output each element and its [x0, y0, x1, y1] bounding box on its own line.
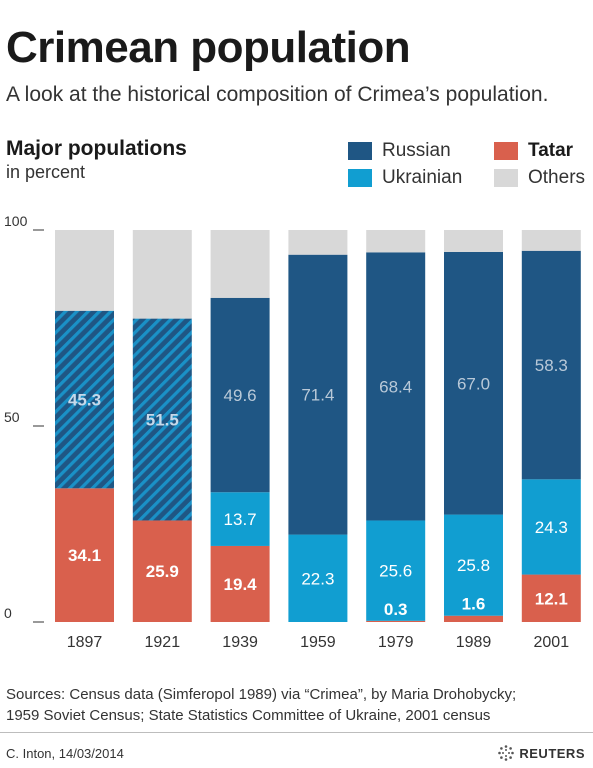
data-label-russian: 49.6 — [224, 386, 257, 405]
bar-segment-others — [210, 230, 270, 298]
data-label-tatar: 34.1 — [68, 546, 101, 565]
data-label-ukrainian: 22.3 — [301, 569, 334, 588]
y-axis: 0 50 100 — [4, 213, 44, 623]
x-tick-label: 2001 — [534, 634, 570, 651]
bar-segment-others — [55, 230, 114, 311]
data-label-russian-ukrainian: 45.3 — [68, 391, 101, 410]
bar-segment-others — [288, 230, 348, 255]
x-tick-label: 1989 — [456, 634, 492, 651]
bar-segment-tatar — [444, 615, 503, 622]
bar-segment-others — [521, 230, 581, 251]
data-label-russian: 67.0 — [457, 374, 490, 393]
legend-item-others: Others — [494, 167, 585, 189]
bar-segment-russian — [444, 251, 503, 515]
legend-label-others: Others — [528, 167, 586, 188]
bar-segment-tatar — [521, 574, 581, 622]
data-label-tatar: 19.4 — [224, 575, 258, 594]
value-labels: 34.1 45.3 25.9 51.5 19.4 13.7 49.6 22.3 71.4 0.3 2… — [68, 356, 568, 619]
bar-segment-ukrainian — [444, 514, 503, 616]
bar-segment-others — [444, 230, 503, 252]
data-label-tatar: 1.6 — [462, 595, 486, 614]
legend-swatch-russian — [348, 142, 372, 160]
bar-segment-russian-ukrainian — [132, 318, 192, 521]
bar-segment-tatar — [55, 488, 114, 622]
y-tick-label: 50 — [4, 409, 20, 425]
bars — [55, 230, 581, 622]
x-tick-label: 1979 — [378, 634, 414, 651]
legend-item-tatar: Tatar — [494, 140, 573, 162]
bar-segment-tatar — [210, 545, 270, 622]
y-tick-label: 0 — [4, 605, 12, 621]
legend-label-tatar: Tatar — [528, 140, 574, 161]
bar-segment-russian — [210, 297, 270, 493]
legend-swatch-others — [494, 169, 518, 187]
bar-segment-russian — [521, 250, 581, 480]
bar-segment-tatar — [366, 620, 426, 622]
x-tick-label: 1939 — [222, 634, 258, 651]
stacked-bar-chart: 0 50 100 34.1 45.3 25.9 51.5 19.4 13.7 49.6 22.3 7… — [4, 213, 581, 651]
legend-label-russian: Russian — [382, 140, 451, 161]
unit-label: in percent — [6, 162, 86, 182]
bar-segment-tatar — [132, 520, 192, 622]
data-label-ukrainian: 24.3 — [535, 518, 568, 537]
bar-segment-russian — [366, 252, 426, 521]
x-tick-label: 1959 — [300, 634, 336, 651]
data-label-russian: 58.3 — [535, 356, 568, 375]
x-axis: 1897 1921 1939 1959 1979 1989 2001 — [67, 634, 569, 651]
chart-title: Crimean population — [6, 23, 411, 72]
bar-segment-ukrainian — [521, 479, 581, 575]
legend-swatch-ukrainian — [348, 169, 372, 187]
data-label-tatar: 25.9 — [146, 562, 179, 581]
data-label-ukrainian: 25.6 — [379, 562, 412, 581]
data-label-russian: 68.4 — [379, 377, 412, 396]
bar-segment-ukrainian — [288, 534, 348, 622]
footer-divider — [0, 732, 593, 733]
data-label-ukrainian: 25.8 — [457, 556, 490, 575]
y-tick-label: 100 — [4, 213, 28, 229]
chart-subtitle: A look at the historical composition of … — [6, 83, 549, 106]
bar-segment-ukrainian — [366, 520, 426, 621]
legend: Russian Tatar Ukrainian Others — [348, 138, 592, 194]
data-label-russian: 71.4 — [301, 386, 334, 405]
legend-label-ukrainian: Ukrainian — [382, 167, 463, 188]
bar-segment-others — [132, 230, 192, 319]
sources-note: Sources: Census data (Simferopol 1989) v… — [6, 684, 591, 726]
data-label-tatar: 0.3 — [384, 600, 408, 619]
x-tick-label: 1921 — [145, 634, 181, 651]
brand-name: REUTERS — [519, 745, 585, 761]
bar-segment-ukrainian — [210, 492, 270, 546]
legend-item-russian: Russian — [348, 140, 451, 162]
credit-line: C. Inton, 14/03/2014 — [6, 746, 124, 761]
sources-line-1: Sources: Census data (Simferopol 1989) v… — [6, 686, 517, 703]
data-label-russian-ukrainian: 51.5 — [146, 411, 179, 430]
bar-segment-russian — [288, 254, 348, 535]
data-label-ukrainian: 13.7 — [224, 510, 257, 529]
bar-segment-russian-ukrainian — [55, 310, 114, 489]
section-title: Major populations — [6, 137, 187, 160]
legend-item-ukrainian: Ukrainian — [348, 167, 462, 189]
brand-logo: REUTERS — [497, 744, 585, 762]
legend-swatch-tatar — [494, 142, 518, 160]
bar-segment-others — [366, 230, 426, 253]
data-label-tatar: 12.1 — [535, 589, 568, 608]
sources-line-2: 1959 Soviet Census; State Statistics Com… — [6, 707, 491, 724]
reuters-dots-icon — [498, 745, 515, 761]
x-tick-label: 1897 — [67, 634, 103, 651]
